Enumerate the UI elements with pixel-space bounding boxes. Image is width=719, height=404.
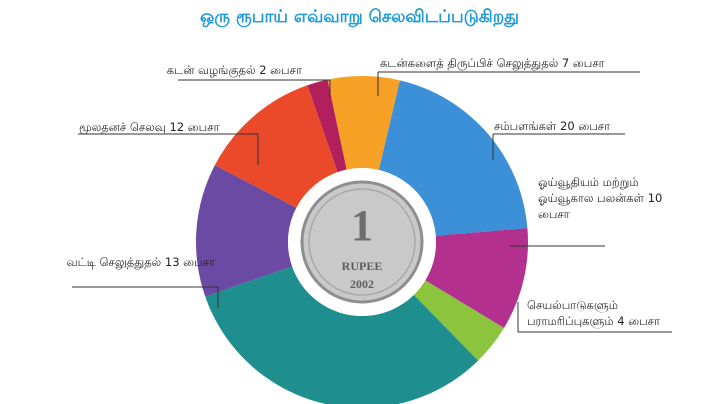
value-label: 20 பைசா <box>560 119 611 133</box>
donut-segment <box>307 79 347 173</box>
donut-segment <box>413 280 504 361</box>
category-label: சம்பளங்கள் <box>494 119 557 133</box>
value-label: 13 பைசா <box>164 255 215 269</box>
category-label: வட்டி செலுத்துதல் <box>66 255 162 269</box>
coin-rim <box>308 188 416 296</box>
donut-segment <box>425 228 528 328</box>
segment-label: வட்டி செலுத்துதல் 13 பைசா <box>60 254 215 270</box>
donut-segment <box>327 75 400 170</box>
segment-label: கடன் வழங்குதல் 2 பைசா <box>120 62 302 78</box>
coin-year: 2002 <box>350 277 374 291</box>
segment-label: கடன்களைத் திருப்பிச் செலுத்துதல் 7 பைசா <box>380 55 660 71</box>
donut-segment <box>196 165 297 297</box>
segment-label: சம்பளங்கள் 20 பைசா <box>494 118 674 134</box>
coin <box>300 180 424 304</box>
coin-numeral: 1 <box>351 201 373 250</box>
donut-segment <box>214 85 338 208</box>
segment-label: ஓய்வூதியம் மற்றும் ஓய்வூகால பலன்கள் 10 ப… <box>538 174 668 222</box>
category-label: செயல்பாடுகளும் பராமரிப்புகளும் <box>527 298 619 328</box>
value-label: 7 பைசா <box>561 56 605 70</box>
category-label: கடன் வழங்குதல் <box>166 63 256 77</box>
category-label: கடன்களைத் திருப்பிச் செலுத்துதல் <box>380 56 559 70</box>
coin-text: RUPEE <box>342 259 383 273</box>
segment-label: மூலதனச் செலவு 12 பைசா <box>79 119 279 135</box>
donut-segment <box>378 80 528 236</box>
donut-segment <box>205 266 479 404</box>
value-label: 12 பைசா <box>169 120 220 134</box>
value-label: 4 பைசா <box>617 314 661 328</box>
category-label: ஓய்வூதியம் மற்றும் ஓய்வூகால பலன்கள் <box>538 175 645 205</box>
value-label: 10 பைசா <box>538 191 663 221</box>
chart-title: ஒரு ரூபாய் எவ்வாறு செலவிடப்படுகிறது <box>199 7 520 27</box>
segment-label: செயல்பாடுகளும் பராமரிப்புகளும் 4 பைசா <box>527 297 697 329</box>
category-label: மூலதனச் செலவு <box>79 120 166 134</box>
value-label: 2 பைசா <box>259 63 302 77</box>
